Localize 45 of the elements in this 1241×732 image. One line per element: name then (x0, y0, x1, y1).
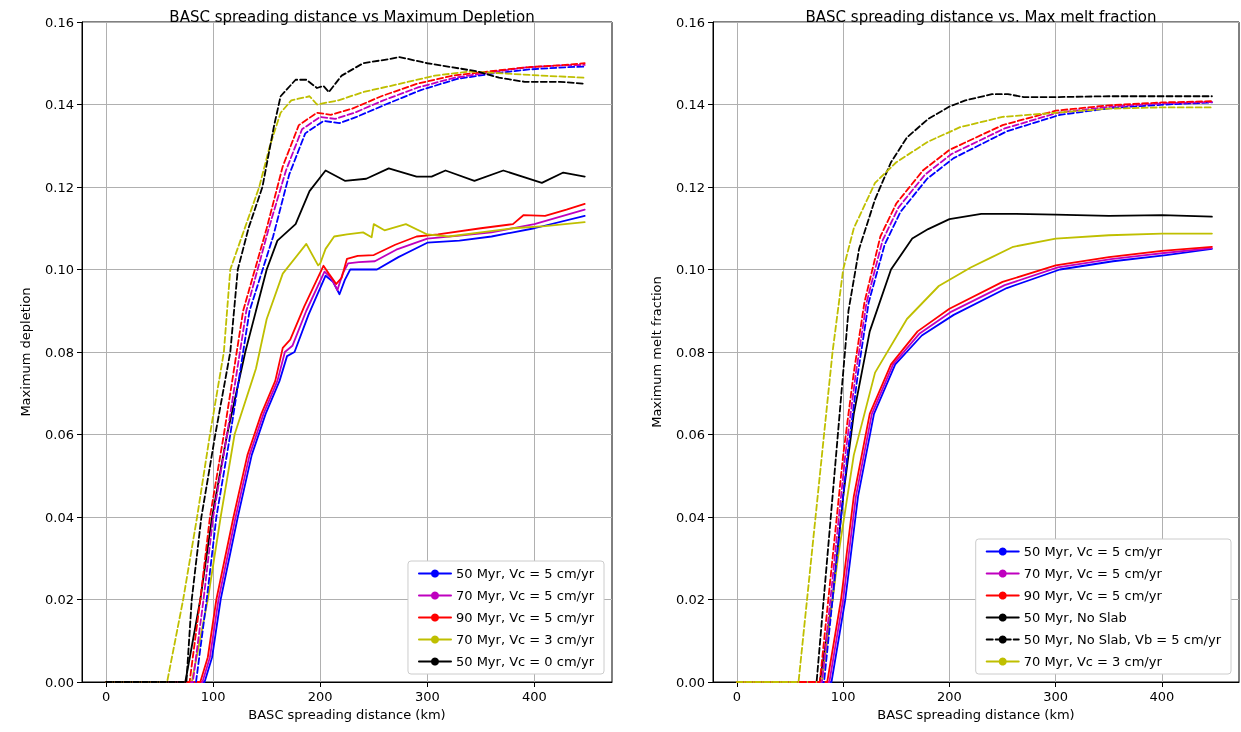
legend-label: 70 Myr, Vc = 3 cm/yr (455, 632, 595, 647)
y-tick-label: 0.10 (676, 262, 705, 277)
x-tick-label: 400 (521, 689, 547, 704)
x-tick-label: 300 (1043, 689, 1069, 704)
y-tick-label: 0.08 (45, 344, 74, 360)
y-axis-title: Maximum melt fraction (649, 276, 664, 428)
y-tick-label: 0.06 (45, 427, 74, 442)
x-tick-label: 200 (937, 689, 962, 704)
x-axis-title: BASC spreading distance (km) (877, 706, 1075, 722)
legend-label: 50 Myr, Vc = 5 cm/yr (1023, 544, 1163, 559)
x-axis-title: BASC spreading distance (km) (248, 706, 446, 722)
y-tick-label: 0.04 (45, 509, 74, 525)
y-tick-label: 0.12 (676, 179, 705, 195)
y-tick-label: 0.00 (45, 674, 74, 690)
legend-label: 50 Myr, Vc = 0 cm/yr (455, 654, 595, 669)
y-tick-label: 0.10 (45, 262, 74, 277)
x-tick-label: 100 (200, 689, 226, 704)
legend-label: 50 Myr, No Slab, Vb = 5 cm/yr (1023, 632, 1222, 647)
x-tick-label: 0 (732, 689, 742, 704)
legend-label: 70 Myr, Vc = 3 cm/yr (1023, 654, 1163, 669)
y-tick-label: 0.12 (45, 179, 74, 195)
legend-label: 70 Myr, Vc = 5 cm/yr (1023, 566, 1163, 581)
legend-label: 90 Myr, Vc = 5 cm/yr (1023, 588, 1163, 603)
y-tick-label: 0.06 (676, 427, 705, 442)
x-tick-label: 200 (307, 689, 333, 704)
y-tick-label: 0.02 (45, 592, 74, 607)
y-tick-label: 0.00 (676, 674, 705, 690)
legend-label: 70 Myr, Vc = 5 cm/yr (455, 588, 595, 603)
chart-title: BASC spreading distance vs Maximum Depletion (169, 7, 535, 26)
legend-label: 90 Myr, Vc = 5 cm/yr (455, 610, 595, 625)
y-axis-title: Maximum depletion (18, 287, 33, 417)
y-tick-label: 0.14 (45, 97, 74, 112)
legend-label: 50 Myr, No Slab (1023, 610, 1127, 625)
x-tick-label: 100 (830, 689, 856, 704)
x-tick-label: 0 (101, 689, 111, 704)
y-tick-label: 0.04 (676, 509, 705, 525)
chart-title: BASC spreading distance vs. Max melt fraction (805, 7, 1157, 26)
x-tick-label: 300 (414, 689, 440, 704)
legend-label: 50 Myr, Vc = 5 cm/yr (455, 566, 595, 581)
y-tick-label: 0.16 (676, 14, 705, 30)
y-tick-label: 0.16 (45, 14, 74, 30)
y-tick-label: 0.08 (676, 344, 705, 360)
y-tick-label: 0.02 (676, 592, 705, 607)
y-tick-label: 0.14 (676, 97, 705, 112)
x-tick-label: 400 (1149, 689, 1175, 704)
